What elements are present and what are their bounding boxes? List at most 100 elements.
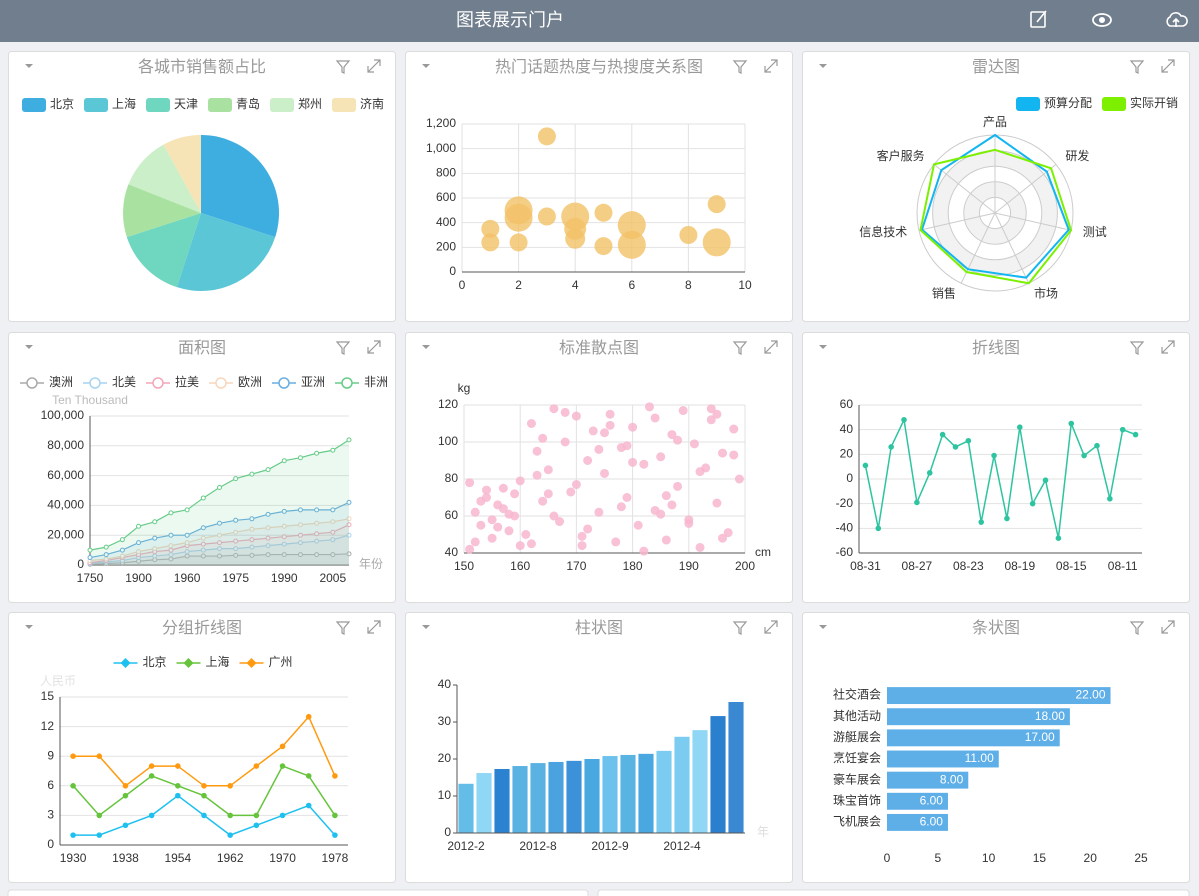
point xyxy=(875,525,882,532)
y-tick-label: 40,000 xyxy=(47,498,84,512)
scatter-point xyxy=(616,502,626,512)
point xyxy=(201,792,207,799)
scatter-point xyxy=(673,435,683,445)
legend-label: 上海 xyxy=(112,96,136,111)
point xyxy=(1029,500,1036,507)
y-tick-label: -60 xyxy=(836,545,854,559)
filter-icon[interactable] xyxy=(732,60,748,74)
x-tick-label: 08-15 xyxy=(1056,559,1087,573)
filter-icon[interactable] xyxy=(1129,341,1145,355)
point xyxy=(249,544,255,550)
scatter-point xyxy=(718,533,728,543)
expand-icon[interactable] xyxy=(764,59,778,73)
filter-icon[interactable] xyxy=(732,341,748,355)
point xyxy=(253,822,260,829)
expand-icon[interactable] xyxy=(1161,340,1175,354)
view-icon[interactable] xyxy=(1092,13,1112,27)
bubble xyxy=(481,219,500,238)
point xyxy=(122,822,129,829)
value-label: 6.00 xyxy=(920,793,944,807)
x-tick-label: 5 xyxy=(934,851,941,865)
collapse-icon[interactable] xyxy=(422,64,430,68)
collapse-icon[interactable] xyxy=(422,625,430,629)
point xyxy=(233,529,239,535)
y-tick-label: 豪车展会 xyxy=(833,771,881,786)
expand-icon[interactable] xyxy=(764,340,778,354)
point xyxy=(305,773,312,779)
filter-icon[interactable] xyxy=(732,621,748,635)
x-tick-label: 20 xyxy=(1084,851,1098,865)
y-tick-label: 游艇展会 xyxy=(833,730,881,744)
legend-swatch xyxy=(332,98,356,112)
point xyxy=(253,763,260,769)
scatter-point xyxy=(673,481,683,491)
point xyxy=(314,507,320,513)
bar xyxy=(887,708,1070,726)
bubble xyxy=(679,226,698,244)
filter-icon[interactable] xyxy=(335,341,351,355)
y-tick-label: 100 xyxy=(438,434,458,448)
scatter-point xyxy=(538,433,548,443)
point xyxy=(1119,426,1126,433)
collapse-icon[interactable] xyxy=(819,625,827,629)
collapse-icon[interactable] xyxy=(422,345,430,349)
point xyxy=(217,485,222,491)
bubble xyxy=(537,127,556,146)
legend-symbol xyxy=(215,377,227,389)
legend-swatch xyxy=(1102,97,1126,111)
collapse-icon[interactable] xyxy=(25,64,33,68)
scatter-point xyxy=(712,498,722,508)
scatter-point xyxy=(549,511,559,521)
point xyxy=(297,507,303,513)
y-tick-label: 1,200 xyxy=(426,116,456,130)
expand-icon[interactable] xyxy=(764,620,778,634)
cloud-icon[interactable] xyxy=(1166,12,1188,27)
scatter-point xyxy=(633,520,643,530)
expand-icon[interactable] xyxy=(1161,59,1175,73)
panel: 热门话题热度与热搜度关系图 0 200 400 600 800 1,000 1,200 0 2 4 6… xyxy=(405,51,793,322)
legend-label: 非洲 xyxy=(364,375,388,389)
filter-icon[interactable] xyxy=(1129,60,1145,74)
x-tick-label: 0 xyxy=(884,851,891,865)
point xyxy=(914,499,920,506)
collapse-icon[interactable] xyxy=(819,64,827,68)
y-tick-label: 30 xyxy=(438,714,452,728)
scatter-point xyxy=(689,439,699,449)
radar-label: 销售 xyxy=(932,285,956,300)
top-bar xyxy=(0,0,1199,42)
collapse-icon[interactable] xyxy=(25,625,33,629)
scatter-point xyxy=(560,407,570,417)
panel-title: 热门话题热度与热搜度关系图 xyxy=(495,58,703,76)
filter-icon[interactable] xyxy=(335,621,351,635)
panel: 面积图 0 20,000 40,000 60,000 80,000 100,000 1750 1… xyxy=(8,332,396,603)
bar xyxy=(494,768,510,833)
expand-icon[interactable] xyxy=(367,59,381,73)
panel: 条状图 0 5 10 15 20 25 社交酒会 22.00 其他活动 18.00 游艇展会 17.00… xyxy=(802,612,1190,883)
x-tick-label: 1954 xyxy=(164,851,191,865)
scatter-point xyxy=(571,480,581,490)
collapse-icon[interactable] xyxy=(819,345,827,349)
legend-swatch xyxy=(146,98,170,112)
edit-icon[interactable] xyxy=(1030,10,1047,28)
bar xyxy=(602,756,618,833)
scatter-point xyxy=(498,483,508,493)
scatter-point xyxy=(583,524,593,534)
y-tick-label: 其他活动 xyxy=(833,709,881,723)
expand-icon[interactable] xyxy=(367,340,381,354)
expand-icon[interactable] xyxy=(367,620,381,634)
panel-title: 标准散点图 xyxy=(559,339,639,357)
point xyxy=(249,516,255,522)
bar xyxy=(530,763,546,833)
y-tick-label: 20 xyxy=(840,447,854,461)
collapse-icon[interactable] xyxy=(25,345,33,349)
scatter-point xyxy=(639,459,649,469)
y-tick-label: 120 xyxy=(438,397,458,411)
point xyxy=(265,467,271,473)
filter-icon[interactable] xyxy=(1129,621,1145,635)
point xyxy=(148,763,155,769)
filter-icon[interactable] xyxy=(335,60,351,74)
point xyxy=(330,537,336,543)
point xyxy=(281,523,287,529)
expand-icon[interactable] xyxy=(1161,620,1175,634)
point xyxy=(175,792,181,799)
